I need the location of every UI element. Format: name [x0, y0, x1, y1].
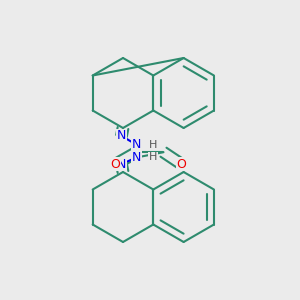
Text: N: N — [132, 138, 141, 151]
Text: N: N — [117, 129, 126, 142]
Text: H: H — [149, 140, 157, 150]
Text: O: O — [111, 158, 120, 171]
Text: O: O — [177, 158, 186, 171]
Text: N: N — [132, 151, 141, 164]
Text: N: N — [117, 158, 126, 171]
Text: H: H — [149, 152, 157, 163]
